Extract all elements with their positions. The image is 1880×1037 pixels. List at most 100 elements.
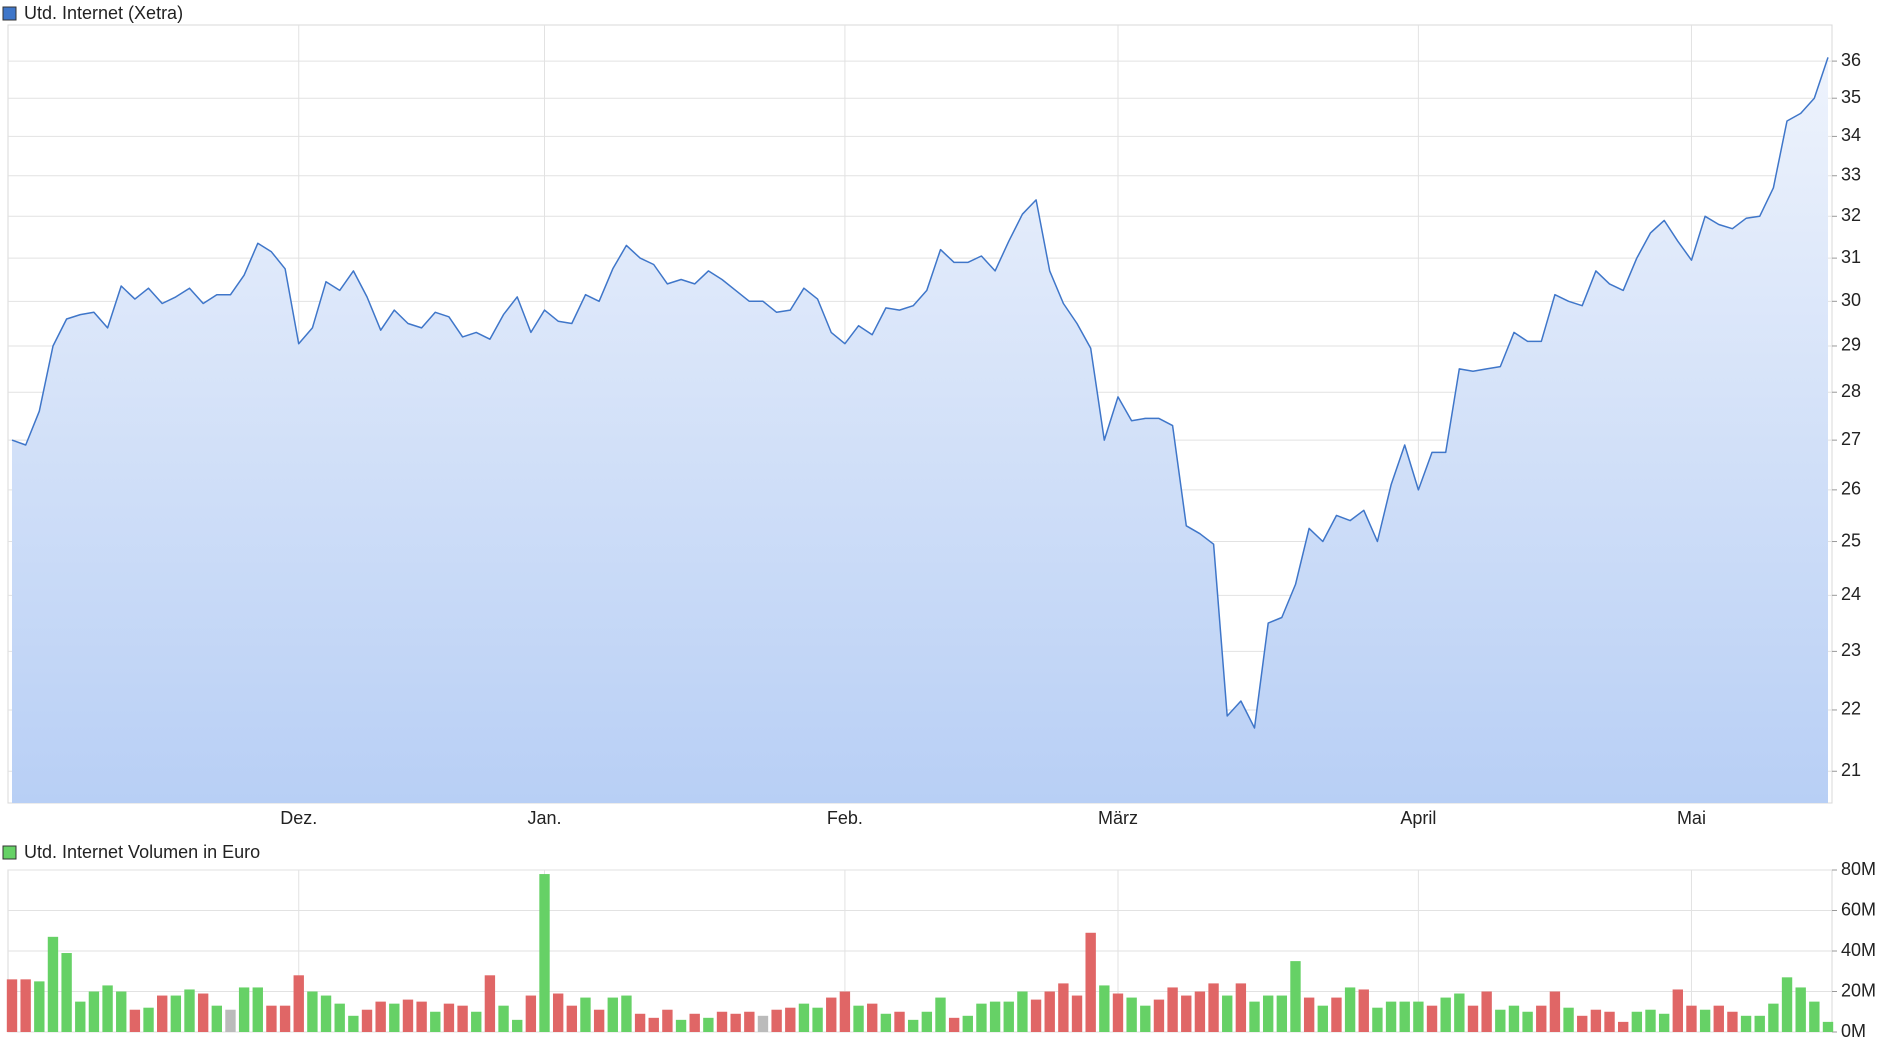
volume-bar: [1317, 1005, 1328, 1032]
volume-bar: [334, 1003, 345, 1032]
volume-bar: [416, 1001, 427, 1032]
volume-bar: [1399, 1001, 1410, 1032]
legend-label: Utd. Internet (Xetra): [24, 3, 183, 23]
y-tick-label: 25: [1841, 530, 1861, 550]
legend-swatch: [2, 845, 17, 860]
volume-bar: [1140, 1005, 1151, 1032]
volume-bar: [1768, 1003, 1779, 1032]
volume-bar: [744, 1011, 755, 1032]
volume-bar: [771, 1009, 782, 1032]
volume-bar: [1577, 1015, 1588, 1032]
volume-bar: [1235, 983, 1247, 1032]
volume-bar: [75, 1001, 86, 1032]
volume-bar: [921, 1011, 933, 1032]
y-tick-label: 26: [1841, 479, 1861, 499]
legend-label: Utd. Internet Volumen in Euro: [24, 842, 260, 862]
volume-bar: [1454, 993, 1465, 1032]
volume-bar: [157, 995, 168, 1032]
volume-bar: [989, 1001, 1001, 1032]
volume-bar: [785, 1007, 796, 1032]
volume-bar: [1617, 1021, 1629, 1032]
volume-bar: [976, 1003, 987, 1032]
volume-bar: [88, 991, 100, 1032]
volume-bar: [1030, 999, 1042, 1032]
volume-bar: [1372, 1007, 1383, 1032]
volume-bar: [894, 1011, 905, 1032]
volume-bar: [525, 995, 537, 1032]
volume-bar: [430, 1011, 441, 1032]
volume-bar: [1563, 1007, 1574, 1032]
volume-bar: [443, 1003, 455, 1032]
x-tick-label: März: [1098, 808, 1138, 828]
x-tick-label: Feb.: [827, 808, 863, 828]
volume-bar: [484, 975, 496, 1032]
volume-bar: [1262, 995, 1274, 1032]
volume-bar: [1167, 987, 1178, 1032]
volume-bar: [1290, 961, 1301, 1032]
y-tick-label: 34: [1841, 125, 1861, 145]
volume-bar: [962, 1015, 973, 1032]
volume-bar: [907, 1019, 919, 1032]
volume-bar: [498, 1005, 509, 1032]
volume-bar: [293, 975, 304, 1032]
volume-bar: [935, 997, 946, 1032]
volume-bar: [102, 985, 113, 1032]
y-tick-label: 33: [1841, 164, 1861, 184]
y-tick-label: 80M: [1841, 859, 1876, 879]
y-tick-label: 40M: [1841, 940, 1876, 960]
volume-bar: [1699, 1009, 1711, 1032]
y-tick-label: 36: [1841, 50, 1861, 70]
volume-bar: [716, 1011, 728, 1032]
volume-bar: [197, 993, 209, 1032]
volume-bar: [1385, 1001, 1397, 1032]
volume-bar: [648, 1017, 659, 1032]
volume-bar: [1604, 1011, 1615, 1032]
volume-bar: [1672, 989, 1683, 1032]
volume-bar: [607, 997, 618, 1032]
price-area: [12, 57, 1828, 803]
volume-bar: [34, 981, 45, 1032]
volume-bar: [675, 1019, 687, 1032]
volume-bar: [703, 1017, 714, 1032]
volume-bar: [839, 991, 851, 1032]
volume-bar: [1112, 993, 1124, 1032]
volume-bar: [580, 997, 591, 1032]
y-tick-label: 30: [1841, 290, 1861, 310]
volume-bar: [1303, 997, 1315, 1032]
x-tick-label: Dez.: [280, 808, 317, 828]
volume-bar: [730, 1013, 741, 1032]
volume-bar: [116, 991, 127, 1032]
volume-bar: [1631, 1011, 1643, 1032]
volume-bar: [1044, 991, 1055, 1032]
volume-bar: [61, 953, 72, 1032]
volume-bar: [361, 1009, 373, 1032]
volume-bar: [689, 1013, 700, 1032]
volume-bar: [1467, 1005, 1479, 1032]
volume-bar: [266, 1005, 277, 1032]
x-tick-label: Jan.: [527, 808, 561, 828]
volume-bar: [1071, 995, 1083, 1032]
x-tick-label: April: [1400, 808, 1436, 828]
volume-bar: [757, 1015, 769, 1032]
volume-bar: [1003, 1001, 1014, 1032]
volume-bar: [6, 979, 18, 1032]
volume-bar: [512, 1019, 523, 1032]
y-tick-label: 35: [1841, 87, 1861, 107]
volume-bar: [1645, 1009, 1656, 1032]
price-line: [11, 57, 1829, 729]
volume-bar: [1809, 1001, 1820, 1032]
volume-bar: [621, 995, 632, 1032]
volume-bar: [1085, 932, 1096, 1032]
volume-bar: [1549, 991, 1561, 1032]
legend-swatch: [2, 6, 17, 21]
volume-bar: [1099, 985, 1110, 1032]
volume-bar: [662, 1009, 673, 1032]
volume-bar: [1686, 1005, 1697, 1032]
volume-bar: [1344, 987, 1356, 1032]
volume-bar: [1481, 991, 1492, 1032]
volume-bar: [1331, 997, 1342, 1032]
volume-bar: [1795, 987, 1806, 1032]
volume-bar: [1208, 983, 1219, 1032]
